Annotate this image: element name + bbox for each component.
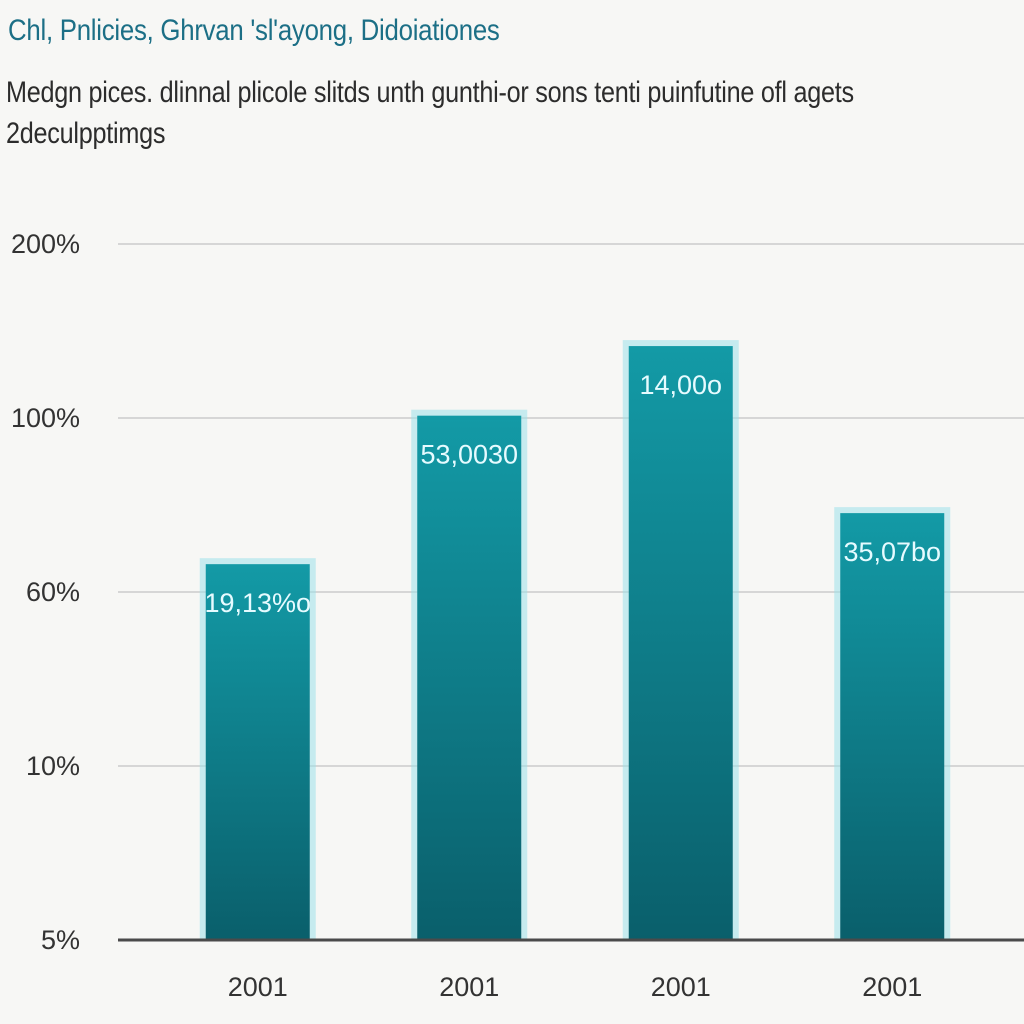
bar — [417, 415, 522, 940]
bar — [628, 346, 733, 941]
x-tick-label: 2001 — [651, 972, 711, 1002]
y-tick-label: 100% — [11, 403, 80, 433]
chart-subtitle: Medgn pices. dlinnal plicole slitds unth… — [6, 76, 854, 150]
bar-value-label: 14,00o — [639, 370, 722, 400]
x-tick-label: 2001 — [228, 972, 288, 1002]
y-tick-label: 5% — [41, 925, 80, 955]
x-tick-label: 2001 — [439, 972, 499, 1002]
chart-title: Chl, Pnlicies, Ghrvan 'sl'ayong, Didoiat… — [8, 14, 500, 47]
y-tick-label: 60% — [26, 577, 80, 607]
bar-value-label: 19,13%o — [204, 588, 311, 618]
y-tick-label: 200% — [11, 229, 80, 259]
y-tick-label: 10% — [26, 751, 80, 781]
bar-value-label: 35,07bo — [843, 537, 941, 567]
x-tick-label: 2001 — [862, 972, 922, 1002]
bar — [840, 513, 945, 940]
bar-value-label: 53,0030 — [420, 440, 518, 470]
bar — [205, 564, 310, 940]
